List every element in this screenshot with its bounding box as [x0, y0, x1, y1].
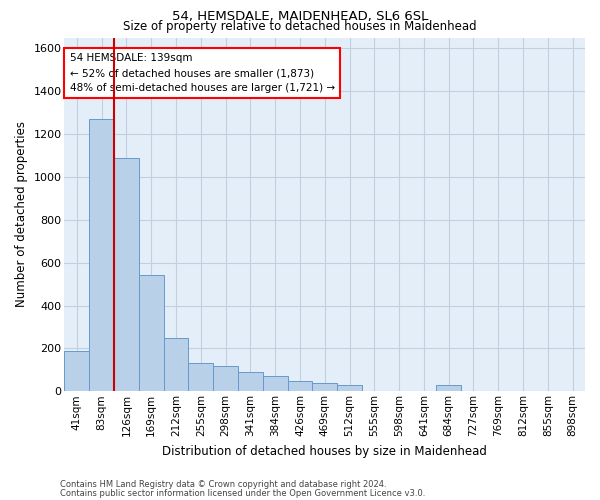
Bar — [337, 385, 362, 392]
Bar — [64, 350, 89, 392]
Bar — [313, 382, 337, 392]
Bar — [114, 158, 139, 392]
Text: 54 HEMSDALE: 139sqm
← 52% of detached houses are smaller (1,873)
48% of semi-det: 54 HEMSDALE: 139sqm ← 52% of detached ho… — [70, 54, 335, 93]
Bar — [436, 385, 461, 392]
Bar — [89, 119, 114, 392]
Text: Contains HM Land Registry data © Crown copyright and database right 2024.: Contains HM Land Registry data © Crown c… — [60, 480, 386, 489]
Y-axis label: Number of detached properties: Number of detached properties — [15, 122, 28, 308]
Text: Contains public sector information licensed under the Open Government Licence v3: Contains public sector information licen… — [60, 488, 425, 498]
X-axis label: Distribution of detached houses by size in Maidenhead: Distribution of detached houses by size … — [162, 444, 487, 458]
Text: 54, HEMSDALE, MAIDENHEAD, SL6 6SL: 54, HEMSDALE, MAIDENHEAD, SL6 6SL — [172, 10, 428, 23]
Bar — [188, 364, 213, 392]
Bar — [164, 338, 188, 392]
Bar — [263, 376, 287, 392]
Bar — [213, 366, 238, 392]
Bar — [139, 276, 164, 392]
Text: Size of property relative to detached houses in Maidenhead: Size of property relative to detached ho… — [123, 20, 477, 33]
Bar — [238, 372, 263, 392]
Bar — [287, 380, 313, 392]
